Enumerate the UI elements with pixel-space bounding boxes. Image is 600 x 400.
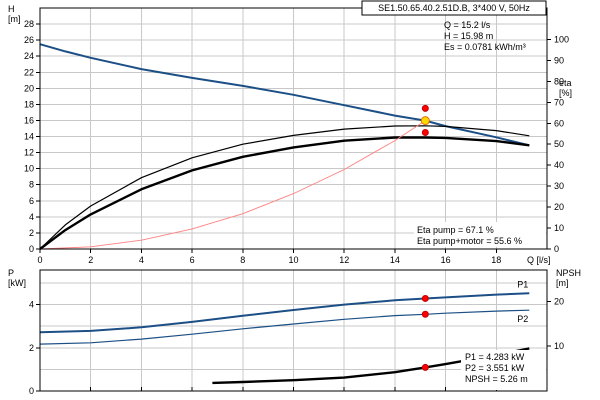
npsh-axis-label: [m] [556, 278, 569, 288]
top-black-curve [39, 136, 530, 250]
operating-point-value: H = 15.98 m [444, 31, 493, 41]
operating-point-value: Q = 15.2 l/s [444, 20, 491, 30]
h-tick-label: 12 [24, 148, 34, 158]
eta-tick-label: 70 [554, 97, 564, 107]
q-tick-label: 0 [37, 255, 42, 265]
h-tick-label: 22 [24, 67, 34, 77]
h-tick-label: 6 [29, 196, 34, 206]
h-axis-label: H [8, 4, 15, 14]
p-tick-label: 0 [29, 386, 34, 396]
h-tick-label: 28 [24, 19, 34, 29]
axis-labels: H[m]eta[%]Q [l/s]P[kW]NPSH[m] [8, 4, 581, 288]
eta-tick-label: 90 [554, 55, 564, 65]
top-chart-grid [39, 8, 547, 250]
h-tick-label: 4 [29, 212, 34, 222]
efficiency-value: Eta pump+motor = 55.6 % [417, 236, 522, 246]
h-tick-label: 26 [24, 35, 34, 45]
eta-tick-label: 0 [554, 244, 559, 254]
top-operating-point-marker [420, 116, 430, 126]
eta-tick-label: 50 [554, 139, 564, 149]
top-operating-point-marker [421, 128, 429, 136]
series-label-p1: P1 [517, 279, 528, 289]
q-tick-label: 8 [240, 255, 245, 265]
q-tick-label: 14 [390, 255, 400, 265]
q-tick-label: 18 [491, 255, 501, 265]
bottom-operating-point-marker [421, 294, 429, 302]
h-tick-label: 20 [24, 83, 34, 93]
eta-tick-label: 80 [554, 76, 564, 86]
eta-tick-label: 10 [554, 223, 564, 233]
eta-tick-label: 30 [554, 181, 564, 191]
q-tick-label: 16 [441, 255, 451, 265]
top-red-curve [39, 120, 426, 250]
eta-axis-label: [%] [559, 88, 572, 98]
h-tick-label: 8 [29, 180, 34, 190]
h-tick-label: 2 [29, 228, 34, 238]
q-tick-label: 6 [190, 255, 195, 265]
top-chart-series [39, 43, 530, 250]
p-tick-label: 2 [29, 343, 34, 353]
q-axis-label: Q [l/s] [527, 255, 551, 265]
axis-tick-labels: 0246810121416182022242628010203040506070… [24, 19, 569, 396]
eta-tick-label: 20 [554, 202, 564, 212]
q-tick-label: 2 [88, 255, 93, 265]
bottom-chart-grid [39, 270, 547, 391]
pump-title: SE1.50.65.40.2.51D.B, 3*400 V, 50Hz [378, 3, 530, 13]
h-tick-label: 24 [24, 51, 34, 61]
pump-title-box: SE1.50.65.40.2.51D.B, 3*400 V, 50Hz [361, 0, 547, 16]
eta-tick-label: 40 [554, 160, 564, 170]
h-tick-label: 0 [29, 244, 34, 254]
p-axis-label: [kW] [8, 278, 26, 288]
power-info-bg [461, 350, 546, 390]
top-black-curve [39, 125, 530, 250]
npsh-tick-label: 20 [554, 296, 564, 306]
p-axis-label: P [8, 268, 14, 278]
h-tick-label: 10 [24, 164, 34, 174]
power-npsh-value: P2 = 3.551 kW [465, 363, 525, 373]
bottom-p1-curve [39, 292, 530, 334]
h-axis-label: [m] [8, 14, 21, 24]
power-npsh-value: P1 = 4.283 kW [465, 352, 525, 362]
title-box-frame [361, 0, 547, 16]
bottom-p2-curve [39, 309, 530, 345]
q-tick-label: 10 [288, 255, 298, 265]
npsh-tick-label: 10 [554, 341, 564, 351]
efficiency-value: Eta pump = 67.1 % [417, 225, 494, 235]
h-tick-label: 16 [24, 115, 34, 125]
bottom-operating-point-marker [421, 310, 429, 318]
bottom-operating-point-marker [421, 363, 429, 371]
series-label-p2: P2 [517, 314, 528, 324]
top-operating-point-marker [421, 104, 429, 112]
power-npsh-value: NPSH = 5.26 m [465, 374, 528, 384]
npsh-axis-label: NPSH [556, 268, 581, 278]
q-tick-label: 12 [339, 255, 349, 265]
eta-tick-label: 100 [554, 34, 569, 44]
q-tick-label: 4 [139, 255, 144, 265]
h-tick-label: 14 [24, 132, 34, 142]
info-boxes: SE1.50.65.40.2.51D.B, 3*400 V, 50Hz Q = 1… [361, 0, 547, 390]
eta-axis-label: eta [559, 78, 572, 88]
eta-info-bg [414, 222, 546, 247]
h-tick-label: 18 [24, 99, 34, 109]
operating-point-value: Es = 0.0781 kWh/m³ [444, 42, 526, 52]
p-tick-label: 4 [29, 300, 34, 310]
eta-tick-label: 60 [554, 118, 564, 128]
